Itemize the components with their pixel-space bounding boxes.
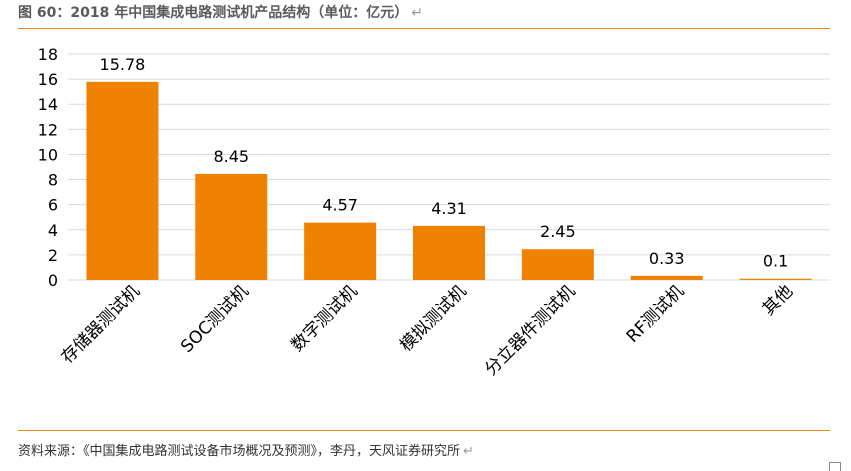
bar — [739, 278, 812, 280]
bar — [86, 81, 159, 280]
x-tick-label: 其他 — [759, 281, 797, 319]
bar — [304, 222, 377, 280]
return-mark-icon: ↵ — [411, 5, 423, 21]
x-tick-label: SOC测试机 — [177, 281, 253, 357]
y-tick-label: 12 — [38, 120, 58, 139]
x-tick-label: RF测试机 — [623, 281, 688, 346]
chart-title-text: 图 60：2018 年中国集成电路测试机产品结构（单位：亿元） — [18, 5, 409, 21]
bar — [195, 173, 268, 280]
data-label: 4.31 — [431, 199, 467, 218]
y-tick-label: 14 — [38, 95, 58, 114]
bar — [413, 225, 485, 280]
y-tick-label: 0 — [48, 271, 58, 290]
y-tick-label: 6 — [48, 196, 58, 215]
y-tick-label: 4 — [48, 221, 58, 240]
source-note: 资料来源：《中国集成电路测试设备市场概况及预测》，李丹，天风证券研究所 ↵ — [18, 440, 474, 459]
data-label: 8.45 — [213, 147, 249, 166]
y-tick-label: 10 — [38, 145, 58, 164]
y-tick-label: 16 — [38, 70, 58, 89]
x-tick-label: 分立器件测试机 — [481, 281, 579, 379]
return-mark-icon: ↵ — [463, 444, 474, 459]
data-label: 0.33 — [649, 249, 685, 268]
x-tick-label: 存储器测试机 — [58, 281, 144, 367]
footer-divider — [18, 430, 830, 431]
chart-title: 图 60：2018 年中国集成电路测试机产品结构（单位：亿元） ↵ — [18, 2, 423, 22]
data-label: 2.45 — [540, 222, 576, 241]
y-tick-label: 18 — [38, 45, 58, 64]
source-text: 资料来源：《中国集成电路测试设备市场概况及预测》，李丹，天风证券研究所 — [18, 444, 461, 459]
x-tick-label: 数字测试机 — [287, 281, 361, 355]
data-label: 4.57 — [322, 196, 358, 215]
bar-chart: 0 2 4 6 8 10 12 14 16 18 15.78 存储器测试机 8.45 SOC测试机 4.57… — [38, 45, 830, 380]
x-tick-label: 模拟测试机 — [396, 281, 470, 355]
corner-marker — [829, 462, 841, 471]
y-tick-label: 2 — [48, 246, 58, 265]
data-label: 15.78 — [100, 55, 146, 74]
bar — [630, 275, 703, 280]
bar — [521, 249, 594, 280]
data-label: 0.1 — [763, 252, 788, 271]
y-tick-label: 8 — [48, 171, 58, 190]
title-divider — [18, 28, 830, 29]
